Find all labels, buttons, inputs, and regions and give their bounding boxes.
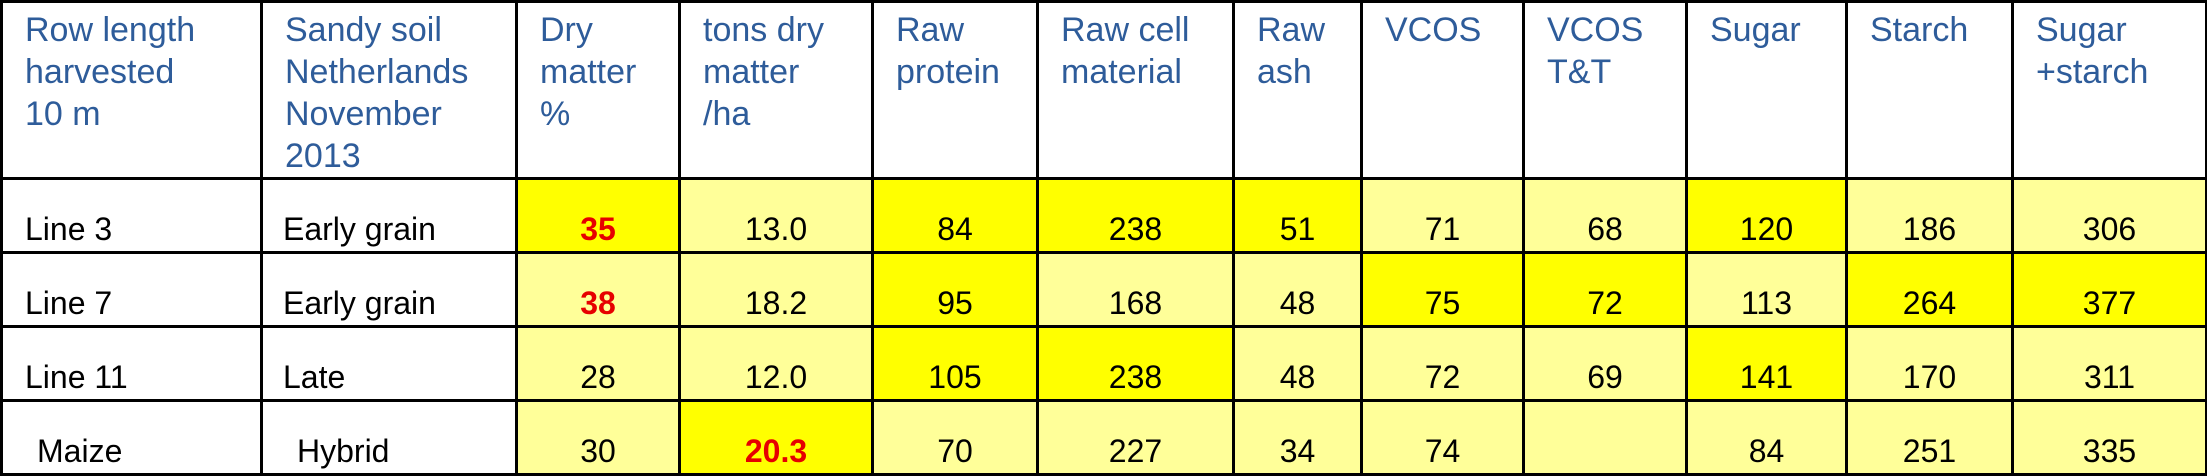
table-cell: 84 [1685, 399, 1848, 476]
table-cell: 35 [515, 177, 681, 254]
row-label: Line 11 [0, 325, 263, 402]
table-cell: 68 [1522, 177, 1688, 254]
row-label: Line 3 [0, 177, 263, 254]
table-cell: 72 [1360, 325, 1525, 402]
table-cell: 30 [515, 399, 681, 476]
table-cell: 72 [1522, 251, 1688, 328]
table-cell: 170 [1845, 325, 2014, 402]
table-cell: 69 [1522, 325, 1688, 402]
table-cell: 238 [1036, 325, 1235, 402]
table-cell: 74 [1360, 399, 1525, 476]
table-cell: 113 [1685, 251, 1848, 328]
table-cell: 120 [1685, 177, 1848, 254]
table-cell: 34 [1232, 399, 1363, 476]
table-cell: 71 [1360, 177, 1525, 254]
table-row: Line 7 Early grain 38 18.2 95 168 48 75 … [0, 251, 2207, 328]
row-label: Maize [0, 399, 263, 476]
header-raw-protein: Raw protein [871, 0, 1039, 180]
table-cell: 306 [2011, 177, 2207, 254]
table-cell: 38 [515, 251, 681, 328]
table-cell: 186 [1845, 177, 2014, 254]
table-cell: 105 [871, 325, 1039, 402]
table-cell: 335 [2011, 399, 2207, 476]
table-cell: 75 [1360, 251, 1525, 328]
header-tons-dry-matter: tons dry matter /ha [678, 0, 874, 180]
table-cell: 84 [871, 177, 1039, 254]
table-cell: 12.0 [678, 325, 874, 402]
table-cell: 311 [2011, 325, 2207, 402]
table-cell: 48 [1232, 251, 1363, 328]
table-cell: 141 [1685, 325, 1848, 402]
row-type: Early grain [260, 251, 518, 328]
table-cell: 13.0 [678, 177, 874, 254]
header-raw-ash: Raw ash [1232, 0, 1363, 180]
header-sandy-soil: Sandy soil Netherlands November 2013 [260, 0, 518, 180]
table-cell: 70 [871, 399, 1039, 476]
table-row: Maize Hybrid 30 20.3 70 227 34 74 84 251… [0, 399, 2207, 476]
table-row: Line 11 Late 28 12.0 105 238 48 72 69 14… [0, 325, 2207, 402]
header-sugar-starch: Sugar +starch [2011, 0, 2207, 180]
table-cell: 377 [2011, 251, 2207, 328]
table-cell [1522, 399, 1688, 476]
table-cell: 20.3 [678, 399, 874, 476]
header-raw-cell-material: Raw cell material [1036, 0, 1235, 180]
header-sugar: Sugar [1685, 0, 1848, 180]
row-type: Hybrid [260, 399, 518, 476]
row-type: Early grain [260, 177, 518, 254]
header-dry-matter-pct: Dry matter % [515, 0, 681, 180]
table-cell: 251 [1845, 399, 2014, 476]
header-vcos-tt: VCOS T&T [1522, 0, 1688, 180]
table-cell: 264 [1845, 251, 2014, 328]
table-cell: 238 [1036, 177, 1235, 254]
table-cell: 48 [1232, 325, 1363, 402]
table-cell: 18.2 [678, 251, 874, 328]
header-row-length: Row length harvested 10 m [0, 0, 263, 180]
table-row: Line 3 Early grain 35 13.0 84 238 51 71 … [0, 177, 2207, 254]
table-cell: 227 [1036, 399, 1235, 476]
row-label: Line 7 [0, 251, 263, 328]
table-cell: 51 [1232, 177, 1363, 254]
table-cell: 168 [1036, 251, 1235, 328]
header-vcos: VCOS [1360, 0, 1525, 180]
table-cell: 28 [515, 325, 681, 402]
header-starch: Starch [1845, 0, 2014, 180]
table-cell: 95 [871, 251, 1039, 328]
header-row: Row length harvested 10 m Sandy soil Net… [0, 0, 2207, 180]
row-type: Late [260, 325, 518, 402]
